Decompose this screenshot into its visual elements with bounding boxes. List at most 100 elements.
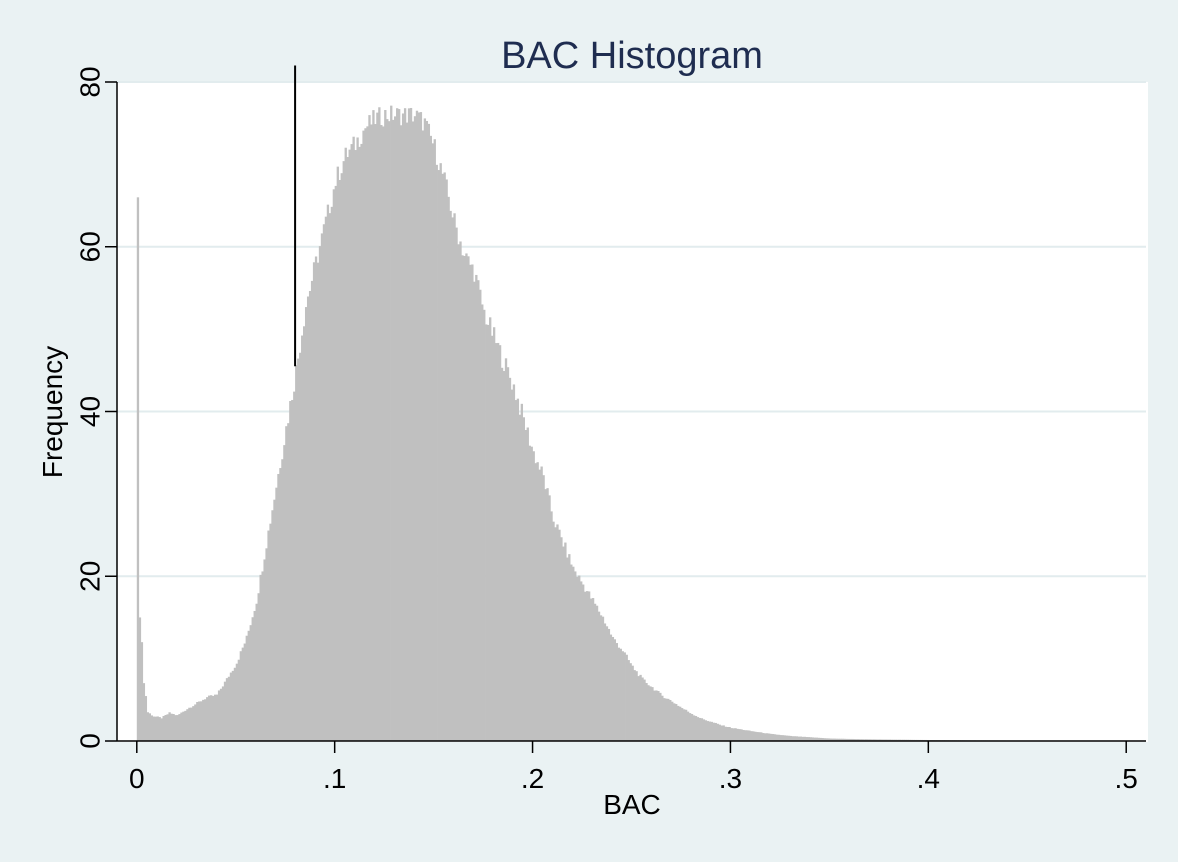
- histogram-bar: [219, 688, 223, 741]
- histogram-bar: [279, 468, 282, 741]
- histogram-bar: [609, 634, 613, 741]
- histogram-bar: [720, 725, 723, 741]
- histogram-bar: [779, 735, 783, 741]
- histogram-bar: [874, 739, 878, 741]
- histogram-bar: [538, 469, 541, 741]
- histogram-bar: [257, 593, 260, 741]
- histogram-bar: [421, 130, 425, 741]
- histogram-bar: [269, 523, 272, 741]
- histogram-bar: [425, 120, 429, 741]
- histogram-bar: [512, 384, 516, 741]
- histogram-bar: [536, 462, 539, 741]
- histogram-bar: [524, 430, 527, 741]
- histogram-bar: [419, 112, 423, 741]
- histogram-bar: [605, 626, 609, 741]
- histogram-bar: [310, 280, 314, 741]
- histogram-bar: [795, 736, 799, 741]
- histogram-bar: [202, 699, 205, 741]
- histogram-bar: [647, 685, 650, 741]
- histogram-bar: [382, 126, 385, 741]
- histogram-bar: [146, 712, 150, 741]
- histogram-bar: [704, 720, 708, 741]
- y-ticks: 0 20 40 60 80: [74, 66, 117, 749]
- histogram-bar: [870, 739, 874, 741]
- histogram-bar: [293, 391, 296, 741]
- histogram-bar: [401, 113, 405, 741]
- histogram-bar: [459, 241, 462, 742]
- histogram-bar: [845, 738, 848, 741]
- histogram-bar: [283, 445, 286, 741]
- histogram-bar: [526, 427, 529, 741]
- histogram-bar: [330, 206, 334, 741]
- histogram-bar: [714, 722, 717, 741]
- histogram-bar: [789, 735, 793, 741]
- histogram-bar: [740, 729, 743, 741]
- histogram-bar: [558, 529, 561, 741]
- histogram-bar: [457, 244, 460, 741]
- histogram-bar: [827, 738, 830, 741]
- histogram-bar: [803, 736, 806, 741]
- histogram-bar: [522, 417, 525, 741]
- histogram-bar: [694, 716, 698, 741]
- y-tick-label-20: 20: [74, 561, 105, 592]
- histogram-bar: [825, 738, 828, 741]
- histogram-bar: [773, 734, 777, 741]
- histogram-bar: [595, 605, 599, 741]
- histogram-bar: [403, 108, 407, 741]
- histogram-bar: [568, 554, 571, 741]
- histogram-bar: [797, 736, 801, 741]
- histogram-bar: [865, 739, 868, 741]
- histogram-bar: [475, 274, 478, 741]
- histogram-bar: [156, 716, 159, 741]
- histogram-bar: [314, 256, 318, 741]
- histogram-bar: [617, 647, 620, 741]
- x-tick-label-.4: .4: [917, 763, 940, 794]
- histogram-bar: [241, 647, 244, 741]
- histogram-bar: [500, 367, 504, 741]
- histogram-bar: [585, 591, 589, 741]
- histogram-bar: [734, 728, 737, 741]
- histogram-bar: [665, 698, 668, 741]
- histogram-bar: [186, 709, 189, 741]
- histogram-bar: [388, 121, 391, 741]
- histogram-bar: [728, 727, 731, 741]
- histogram-bar: [154, 716, 157, 741]
- histogram-bar: [603, 623, 607, 741]
- histogram-bar: [623, 652, 626, 741]
- histogram-bar: [548, 495, 551, 741]
- histogram-bar: [706, 721, 710, 741]
- histogram-bar: [152, 716, 155, 741]
- histogram-bar: [487, 324, 490, 741]
- histogram-bar: [340, 173, 343, 741]
- histogram-bar: [281, 459, 284, 741]
- histogram-bar: [303, 326, 306, 741]
- histogram-bar: [411, 121, 415, 741]
- histogram-bar: [235, 663, 239, 741]
- histogram-bar: [663, 698, 666, 741]
- histogram-bar: [429, 135, 432, 741]
- histogram-bar: [255, 603, 258, 741]
- histogram-bar: [376, 112, 379, 742]
- histogram-bar: [320, 233, 324, 741]
- histogram-bar: [809, 737, 812, 741]
- histogram-bar: [318, 246, 322, 741]
- histogram-bar: [807, 737, 810, 741]
- histogram-bar: [287, 423, 290, 741]
- histogram-bar: [447, 196, 450, 741]
- histogram-bar: [346, 157, 349, 741]
- histogram-bar: [777, 734, 781, 741]
- chart-title: BAC Histogram: [501, 35, 763, 77]
- histogram-bar: [641, 677, 644, 741]
- histogram-bar: [764, 733, 767, 741]
- histogram-bar: [469, 264, 472, 741]
- histogram-bar: [504, 358, 508, 741]
- histogram-bar: [627, 660, 630, 741]
- histogram-bar: [597, 611, 601, 741]
- histogram-bar: [245, 635, 248, 741]
- histogram-bar: [819, 737, 822, 741]
- histogram-bar: [465, 253, 468, 741]
- histogram-bar: [231, 670, 235, 741]
- histogram-bar: [437, 170, 440, 742]
- histogram-bar: [316, 262, 320, 741]
- histogram-bar: [273, 499, 276, 741]
